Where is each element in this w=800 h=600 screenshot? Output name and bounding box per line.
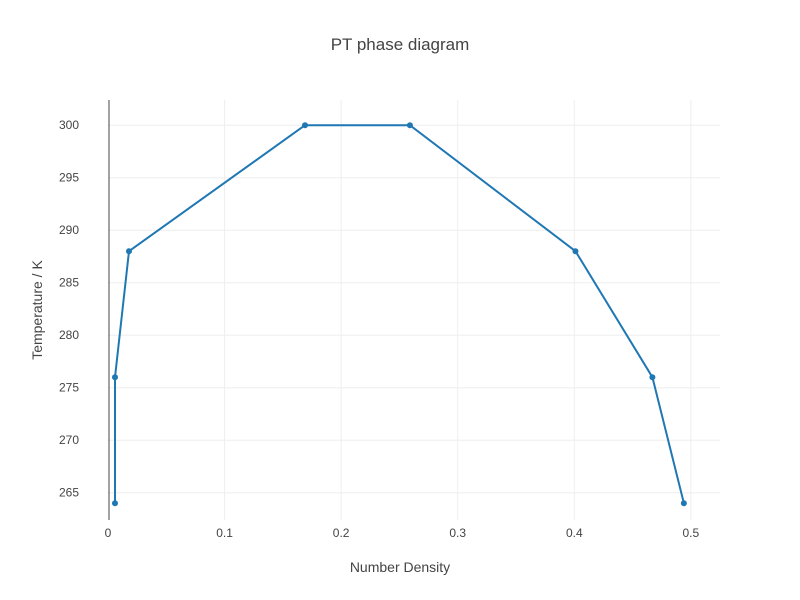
- y-axis-title: Temperature / K: [29, 260, 45, 360]
- x-tick-label: 0.2: [333, 526, 350, 540]
- chart-title: PT phase diagram: [331, 35, 470, 54]
- x-axis-title: Number Density: [350, 559, 450, 575]
- y-tick-label: 265: [59, 486, 79, 500]
- data-point[interactable]: [649, 374, 656, 381]
- series-line: [114, 124, 685, 504]
- data-point[interactable]: [125, 248, 132, 255]
- x-axis-ticks: 0 0.1 0.2 0.3 0.4 0.5: [105, 526, 700, 540]
- y-tick-label: 290: [59, 223, 79, 237]
- y-axis-ticks: 265 270 275 280 285 290 295 300: [59, 118, 79, 500]
- x-tick-label: 0: [105, 526, 112, 540]
- data-point[interactable]: [680, 500, 687, 507]
- x-tick-label: 0.3: [449, 526, 466, 540]
- x-tick-label: 0.1: [216, 526, 233, 540]
- series: [111, 122, 687, 507]
- y-tick-label: 270: [59, 433, 79, 447]
- data-point[interactable]: [302, 122, 309, 129]
- data-point[interactable]: [111, 374, 118, 381]
- y-tick-label: 275: [59, 381, 79, 395]
- y-tick-label: 295: [59, 171, 79, 185]
- y-tick-label: 300: [59, 118, 79, 132]
- y-tick-label: 280: [59, 328, 79, 342]
- grid: [108, 100, 720, 520]
- data-point[interactable]: [406, 122, 413, 129]
- x-tick-label: 0.5: [683, 526, 700, 540]
- data-point[interactable]: [111, 500, 118, 507]
- y-tick-label: 285: [59, 276, 79, 290]
- x-tick-label: 0.4: [566, 526, 583, 540]
- data-point[interactable]: [572, 248, 579, 255]
